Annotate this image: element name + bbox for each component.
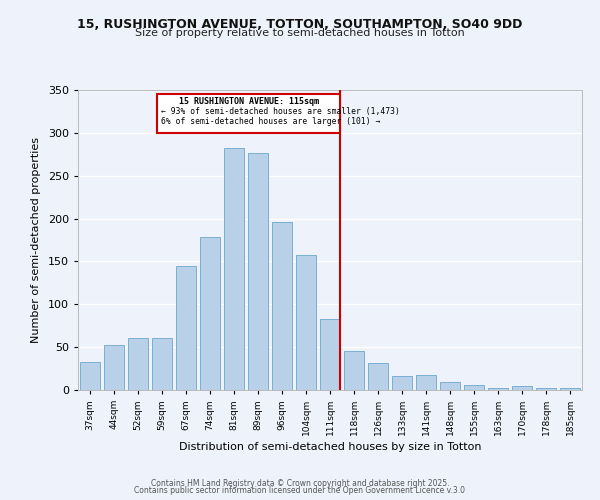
Bar — [368, 362, 388, 390]
Text: Size of property relative to semi-detached houses in Totton: Size of property relative to semi-detach… — [135, 28, 465, 38]
Bar — [200, 238, 220, 390]
Bar — [488, 388, 508, 390]
Bar — [80, 362, 100, 390]
Bar — [152, 338, 172, 390]
Bar — [320, 319, 340, 390]
Bar — [560, 388, 580, 390]
Text: ← 93% of semi-detached houses are smaller (1,473): ← 93% of semi-detached houses are smalle… — [161, 107, 400, 116]
Text: 15 RUSHINGTON AVENUE: 115sqm: 15 RUSHINGTON AVENUE: 115sqm — [179, 97, 319, 106]
Bar — [392, 376, 412, 390]
Bar — [440, 382, 460, 390]
Bar — [128, 338, 148, 390]
X-axis label: Distribution of semi-detached houses by size in Totton: Distribution of semi-detached houses by … — [179, 442, 481, 452]
Text: 15, RUSHINGTON AVENUE, TOTTON, SOUTHAMPTON, SO40 9DD: 15, RUSHINGTON AVENUE, TOTTON, SOUTHAMPT… — [77, 18, 523, 30]
Bar — [272, 222, 292, 390]
Text: Contains HM Land Registry data © Crown copyright and database right 2025.: Contains HM Land Registry data © Crown c… — [151, 478, 449, 488]
Bar — [248, 152, 268, 390]
Bar — [176, 266, 196, 390]
Y-axis label: Number of semi-detached properties: Number of semi-detached properties — [31, 137, 41, 343]
Bar — [344, 350, 364, 390]
Bar — [104, 346, 124, 390]
Bar — [416, 374, 436, 390]
Text: 6% of semi-detached houses are larger (101) →: 6% of semi-detached houses are larger (1… — [161, 118, 380, 126]
FancyBboxPatch shape — [157, 94, 340, 133]
Text: Contains public sector information licensed under the Open Government Licence v.: Contains public sector information licen… — [134, 486, 466, 495]
Bar — [296, 256, 316, 390]
Bar — [224, 148, 244, 390]
Bar — [512, 386, 532, 390]
Bar — [464, 385, 484, 390]
Bar — [536, 388, 556, 390]
